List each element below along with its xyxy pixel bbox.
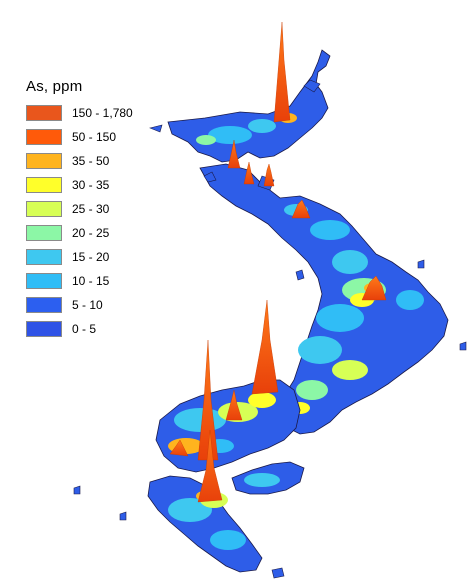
- legend-item: 0 - 5: [26, 317, 176, 341]
- shikoku-region: [231, 461, 305, 495]
- legend-item: 30 - 35: [26, 173, 176, 197]
- legend-label: 5 - 10: [72, 298, 103, 312]
- legend-item: 20 - 25: [26, 221, 176, 245]
- legend-swatch: [26, 249, 62, 265]
- legend-rows: 150 - 1,780 50 - 150 35 - 50 30 - 35 25 - 30…: [26, 101, 176, 341]
- offshore-islands: [73, 171, 467, 579]
- legend-item: 5 - 10: [26, 293, 176, 317]
- legend-label: 15 - 20: [72, 250, 110, 264]
- legend-label: 25 - 30: [72, 202, 110, 216]
- legend-swatch: [26, 201, 62, 217]
- concentration-spikes: [169, 21, 387, 503]
- legend-item: 25 - 30: [26, 197, 176, 221]
- hokkaido-region: [149, 49, 331, 163]
- legend-swatch: [26, 153, 62, 169]
- legend-swatch: [26, 105, 62, 121]
- legend-swatch: [26, 297, 62, 313]
- legend-item: 50 - 150: [26, 125, 176, 149]
- legend-swatch: [26, 129, 62, 145]
- legend-swatch: [26, 321, 62, 337]
- western-honshu-region: [155, 379, 301, 473]
- legend-swatch: [26, 273, 62, 289]
- legend-label: 0 - 5: [72, 322, 97, 336]
- legend-item: 10 - 15: [26, 269, 176, 293]
- legend-item: 150 - 1,780: [26, 101, 176, 125]
- legend-item: 35 - 50: [26, 149, 176, 173]
- legend-label: 35 - 50: [72, 154, 110, 168]
- legend-swatch: [26, 225, 62, 241]
- legend: As, ppm 150 - 1,780 50 - 150 35 - 50 30 - 3…: [26, 78, 176, 341]
- legend-label: 20 - 25: [72, 226, 110, 240]
- legend-item: 15 - 20: [26, 245, 176, 269]
- legend-swatch: [26, 177, 62, 193]
- legend-label: 10 - 15: [72, 274, 110, 288]
- legend-label: 150 - 1,780: [72, 106, 133, 120]
- legend-label: 30 - 35: [72, 178, 110, 192]
- legend-title: As, ppm: [26, 78, 83, 95]
- legend-label: 50 - 150: [72, 130, 117, 144]
